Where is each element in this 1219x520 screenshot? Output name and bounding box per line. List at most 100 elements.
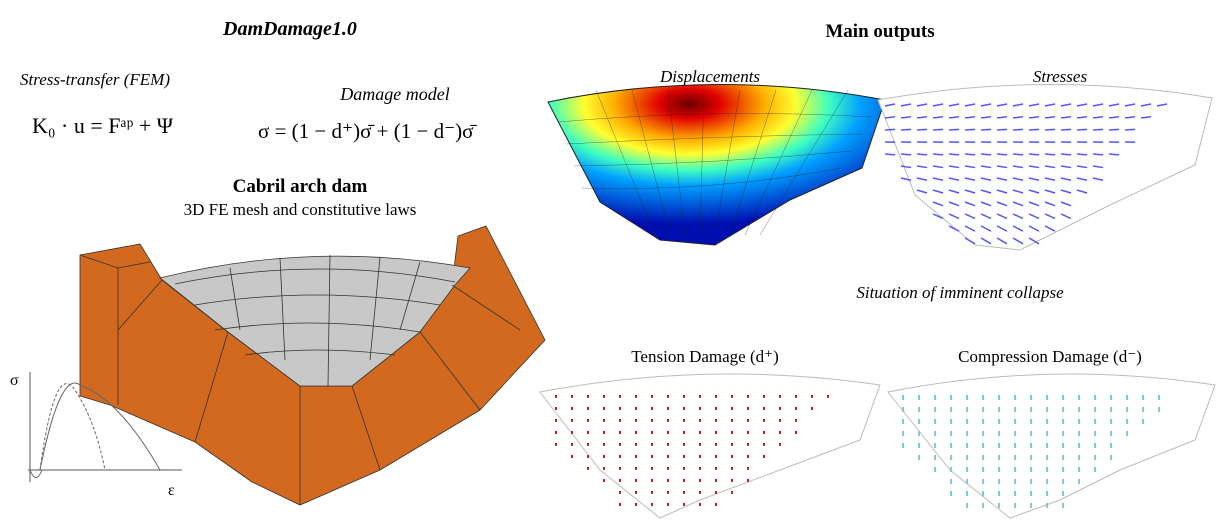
plot-detail <box>619 419 621 422</box>
plot-detail <box>934 419 936 424</box>
plot-detail <box>966 395 968 400</box>
plot-detail <box>651 467 653 470</box>
plot-detail <box>918 443 920 448</box>
stresses-label: Stresses <box>1033 67 1088 86</box>
plot-detail <box>1094 467 1096 472</box>
plot-detail <box>902 395 904 400</box>
plot-detail <box>747 455 749 458</box>
plot-detail <box>763 395 765 398</box>
plot-detail <box>934 443 936 448</box>
plot-detail <box>1093 154 1103 155</box>
plot-detail <box>1094 407 1096 412</box>
plot-detail <box>587 395 589 398</box>
plot-detail <box>603 395 605 398</box>
plot-detail <box>950 431 952 436</box>
right-title: Main outputs <box>825 21 934 42</box>
plot-detail <box>635 479 637 482</box>
plot-detail <box>1126 431 1128 436</box>
plot-detail <box>1142 419 1144 424</box>
plot-detail <box>982 479 984 484</box>
damage-model-label: Damage model <box>339 84 449 104</box>
plot-detail <box>1094 455 1096 460</box>
plot-detail <box>902 431 904 436</box>
displacement-plot <box>548 84 885 245</box>
plot-detail <box>635 407 637 410</box>
plot-detail <box>635 419 637 422</box>
figure: DamDamage1.0 Main outputs Stress-transfe… <box>0 0 1219 520</box>
plot-detail <box>683 491 685 494</box>
plot-detail <box>699 503 701 506</box>
plot-detail <box>555 407 557 410</box>
stress-equation: K₀ · u = Fᵃᵖ + Ψ <box>32 113 174 138</box>
plot-detail <box>918 431 920 436</box>
plot-detail <box>998 407 1000 412</box>
plot-detail <box>1030 395 1032 400</box>
plot-detail <box>603 407 605 410</box>
plot-detail <box>1110 455 1112 460</box>
plot-detail <box>571 443 573 446</box>
plot-detail <box>966 467 968 472</box>
plot-detail <box>651 419 653 422</box>
plot-detail <box>933 154 943 155</box>
plot-detail <box>950 467 952 472</box>
plot-detail <box>998 443 1000 448</box>
plot-detail <box>1013 154 1023 155</box>
plot-detail <box>763 407 765 410</box>
plot-detail <box>715 467 717 470</box>
plot-detail <box>982 455 984 460</box>
plot-detail <box>1078 479 1080 484</box>
plot-detail <box>667 431 669 434</box>
plot-detail <box>587 455 589 458</box>
plot-detail <box>997 129 1007 130</box>
plot-detail <box>965 129 975 130</box>
plot-detail <box>715 395 717 398</box>
plot-detail <box>635 431 637 434</box>
plot-detail <box>619 503 621 506</box>
plot-detail <box>699 395 701 398</box>
plot-detail <box>635 491 637 494</box>
plot-detail <box>555 395 557 398</box>
plot-detail <box>571 419 573 422</box>
plot-detail <box>934 467 936 472</box>
plot-detail <box>982 503 984 508</box>
plot-detail <box>651 407 653 410</box>
plot-detail <box>651 443 653 446</box>
plot-detail <box>779 395 781 398</box>
plot-detail <box>795 395 797 398</box>
plot-detail <box>1046 503 1048 508</box>
plot-detail <box>966 431 968 436</box>
plot-detail <box>603 455 605 458</box>
plot-detail <box>651 455 653 458</box>
plot-detail <box>715 419 717 422</box>
plot-detail <box>1013 129 1023 130</box>
plot-detail <box>635 443 637 446</box>
plot-detail <box>619 395 621 398</box>
plot-detail <box>1062 431 1064 436</box>
plot-detail <box>635 455 637 458</box>
plot-detail <box>1030 467 1032 472</box>
plot-detail <box>1014 443 1016 448</box>
plot-detail <box>1030 491 1032 496</box>
plot-detail <box>934 407 936 412</box>
plot-detail <box>619 431 621 434</box>
plot-detail <box>683 443 685 446</box>
plot-detail <box>1062 407 1064 412</box>
plot-detail <box>635 467 637 470</box>
plot-detail <box>667 479 669 482</box>
left-title: DamDamage1.0 <box>222 18 357 40</box>
plot-detail <box>981 129 991 130</box>
plot-detail <box>715 491 717 494</box>
plot-detail <box>1110 419 1112 424</box>
plot-detail <box>715 443 717 446</box>
plot-detail <box>795 407 797 410</box>
plot-detail <box>1062 395 1064 400</box>
plot-detail <box>699 407 701 410</box>
plot-detail <box>966 455 968 460</box>
plot-detail <box>571 395 573 398</box>
plot-detail <box>1094 443 1096 448</box>
plot-detail <box>763 455 765 458</box>
plot-detail <box>917 154 927 155</box>
plot-detail <box>1014 431 1016 436</box>
plot-detail <box>651 503 653 506</box>
plot-detail <box>1014 503 1016 508</box>
